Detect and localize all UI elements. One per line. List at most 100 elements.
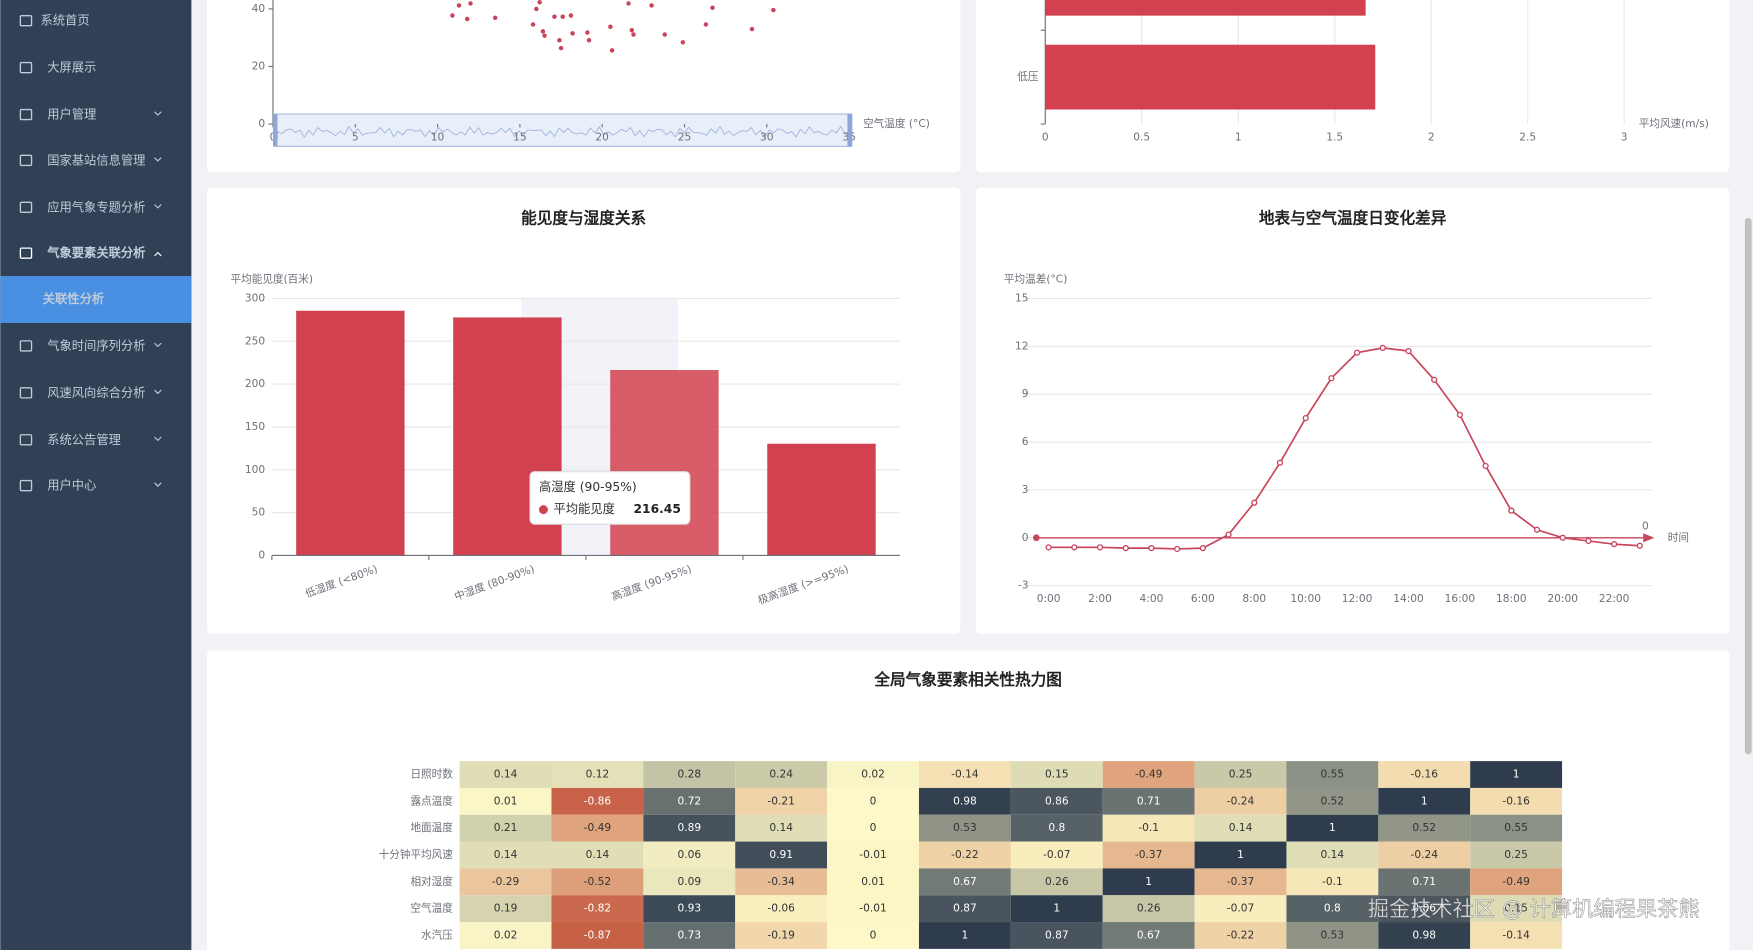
charts: 0204005101520253035空气温度 (°C)00.511.522.5… (231, 0, 1709, 949)
bar (610, 370, 719, 556)
cell-label: 0.14 (1321, 848, 1345, 861)
x-tick-label: 20 (595, 130, 609, 143)
x-tick-label: 2:00 (1088, 592, 1112, 605)
point (1148, 545, 1155, 552)
point (560, 14, 565, 19)
point (771, 7, 776, 13)
y-tick-label: 40 (252, 2, 266, 15)
cell (1194, 922, 1287, 949)
y-tick-label: -3 (1018, 579, 1029, 592)
menu-icon (19, 201, 33, 214)
cell-label: 0.14 (769, 821, 793, 834)
cell (1194, 787, 1287, 815)
cell-label: -0.06 (767, 902, 795, 915)
row-label: 水汽压 (421, 928, 453, 941)
cell-label: 0.8 (1324, 902, 1341, 915)
chart-title: 全局气象要素相关性热力图 (873, 670, 1062, 689)
menu-item[interactable]: 系统公告管理 (47, 432, 121, 447)
point (1122, 545, 1129, 552)
cell-label: 0.06 (677, 848, 701, 861)
point (703, 22, 709, 27)
cell-label: 0.8 (1048, 821, 1065, 834)
x-tick-label: 10 (431, 130, 445, 143)
cell (1378, 787, 1471, 815)
cell-label: 0.91 (769, 848, 793, 861)
tooltip-title: 高湿度 (90-95%) (539, 479, 637, 494)
cell-label: 0.24 (769, 768, 793, 781)
cell (735, 814, 828, 842)
menu-item[interactable]: 气象时间序列分析 (47, 338, 145, 353)
x-tick-label: 5 (352, 130, 359, 143)
cell (643, 787, 736, 815)
row-label: 日照时数 (410, 768, 453, 781)
chevron (154, 342, 162, 348)
point (608, 24, 613, 29)
menu-item[interactable]: 风速风向综合分析 (47, 385, 145, 400)
cell-label: 0.53 (953, 821, 977, 834)
menu-item[interactable]: 用户中心 (47, 478, 96, 493)
cell-label: 0.02 (494, 928, 518, 941)
point (586, 38, 592, 43)
tooltip-name: 平均能见度 (554, 501, 615, 516)
y-axis-label: 平均能见度(百米) (231, 272, 314, 285)
menu-item[interactable]: 大屏展示 (47, 61, 96, 75)
cell-label: 0.93 (677, 902, 701, 915)
cell (1010, 814, 1103, 842)
chevron (154, 204, 162, 209)
cell (1194, 868, 1287, 896)
x-tick-label: 10:00 (1290, 592, 1321, 605)
cell (1470, 922, 1563, 949)
menu-icon (19, 340, 33, 352)
point (631, 32, 636, 37)
x-tick-label: 1.5 (1326, 130, 1343, 143)
zoom-handle[interactable] (272, 114, 278, 147)
cell (1470, 841, 1563, 869)
point (626, 1, 631, 6)
cell-label: -0.29 (492, 875, 519, 888)
watermark: 掘金技术社区 @ 计算机编程果茶熊 (1368, 897, 1700, 922)
cell (918, 895, 1011, 923)
menu-icon (19, 14, 33, 27)
cell (827, 922, 919, 949)
point (585, 30, 590, 35)
cell (1286, 895, 1379, 923)
point (662, 32, 667, 37)
cell-label: -0.1 (1322, 875, 1343, 888)
menu-item[interactable]: 国家基站信息管理 (47, 152, 145, 167)
x-tick-label: 8:00 (1242, 592, 1266, 605)
cell-label: 0.73 (677, 928, 701, 941)
cell-label: -0.14 (1502, 928, 1530, 941)
x-tick-label: 16:00 (1445, 592, 1476, 605)
cell (918, 761, 1011, 788)
y-tick-label: 250 (245, 334, 266, 347)
menu-item[interactable]: 气象要素关联分析 (46, 245, 145, 260)
cell (643, 868, 736, 896)
cell (1102, 787, 1195, 815)
point (1353, 349, 1361, 356)
cell (1194, 761, 1287, 788)
mark-line-arrow (1643, 533, 1655, 543)
x-tick-label: 0:00 (1037, 592, 1061, 605)
cell-label: 0.55 (1321, 768, 1345, 781)
cell-label: 0.28 (677, 768, 701, 781)
x-tick-label: 0 (1042, 130, 1049, 143)
cell (1378, 895, 1471, 923)
point (1225, 531, 1232, 538)
chevron (154, 389, 162, 395)
zoom-handle[interactable] (847, 114, 852, 147)
menu-item[interactable]: 系统首页 (41, 14, 90, 28)
scrollbar[interactable] (1744, 217, 1752, 755)
cell-label: 0 (870, 821, 877, 834)
menu-item[interactable]: 用户管理 (47, 107, 96, 122)
submenu-item[interactable]: 关联性分析 (43, 291, 104, 306)
chevron (154, 157, 162, 162)
x-tick-label: 6:00 (1191, 592, 1215, 605)
y-tick-label: 50 (252, 506, 266, 519)
cell (827, 814, 919, 842)
cell-label: -0.16 (1502, 794, 1530, 807)
x-tick-label: 2.5 (1519, 130, 1536, 143)
menu-icon (19, 247, 33, 259)
menu-item[interactable]: 应用气象专题分析 (47, 199, 145, 214)
x-tick-label: 2 (1428, 130, 1435, 143)
x-tick-label: 14:00 (1393, 592, 1424, 605)
